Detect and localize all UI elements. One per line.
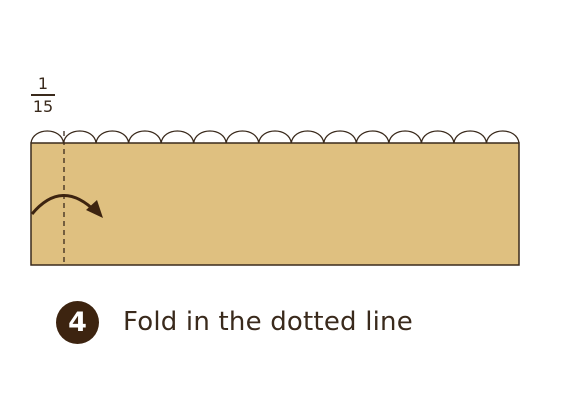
step-number-badge: 4 <box>56 300 99 344</box>
fraction-numerator: 1 <box>37 74 49 93</box>
fraction-label: 1 15 <box>30 76 56 117</box>
fraction-bar <box>31 94 55 96</box>
curved-fold-arrow-icon <box>30 194 103 218</box>
fraction-denominator: 15 <box>32 97 54 116</box>
scalloped-edge <box>30 130 520 144</box>
step-caption: 4 Fold in the dotted line <box>56 300 413 344</box>
paper-strip <box>30 142 520 266</box>
step-instruction: Fold in the dotted line <box>123 307 413 337</box>
